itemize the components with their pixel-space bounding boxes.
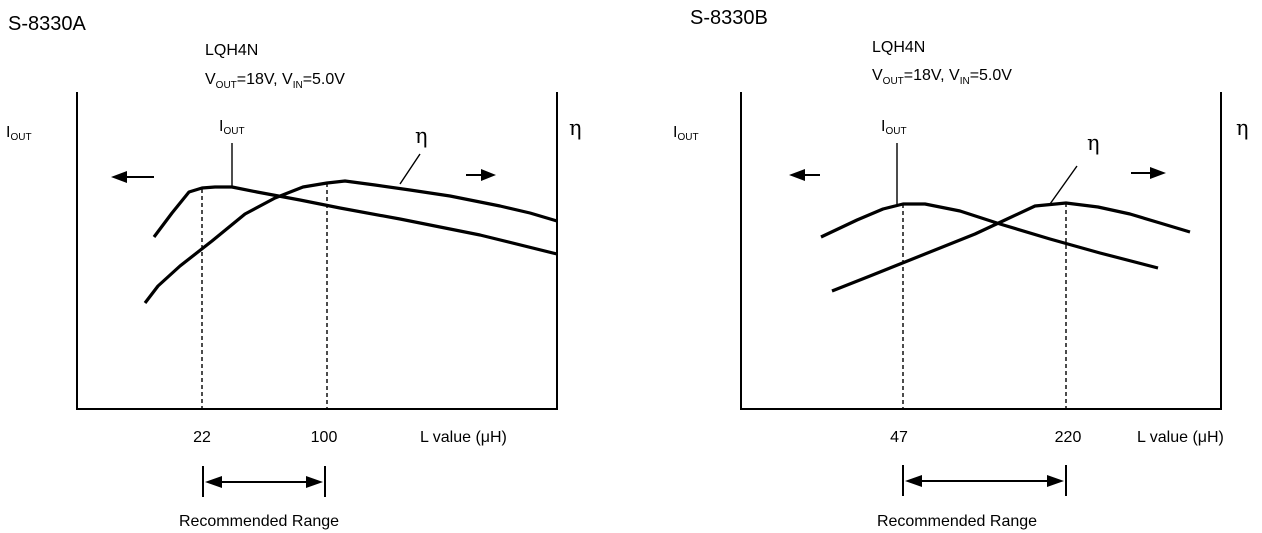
x-tick-label-220: 220 [1055,429,1082,446]
eta-curve-b [831,201,1191,293]
iout-curve-label-a: IOUT [219,118,245,137]
x-axis-label-b: L value (μH) [1137,429,1224,446]
vin-sym-a: V [282,71,293,88]
axis-frame-a [76,92,558,410]
vin-sym-b: V [949,67,960,84]
vin-sub-a: IN [293,80,303,91]
left-axis-sub-b: OUT [677,132,698,143]
left-axis-sub-a: OUT [10,132,31,143]
eta-curve-label-a: η [415,124,428,148]
left-arrow-head-a [111,171,127,183]
axis-frame-b [740,92,1222,410]
eta-curve-label-b: η [1087,131,1100,155]
range-arrow-left-head-a [205,476,222,488]
eta-curve-a [143,179,558,304]
right-axis-label-b: η [1236,116,1249,140]
iout-curve-label-sym-a: I [219,118,223,135]
vin-sub-b: IN [960,76,970,87]
range-arrow-left-head-b [905,475,922,487]
recommended-range-label-a: Recommended Range [179,513,339,530]
iout-curve-b [820,202,1159,270]
inductor-label-a: LQH4N [205,42,258,59]
range-arrow-right-head-b [1047,475,1064,487]
iout-curve-label-sym-b: I [881,118,885,135]
iout-curve-a [152,185,558,256]
range-arrow-right-head-a [306,476,323,488]
eta-leader-b [1049,165,1078,205]
x-axis-label-a: L value (μH) [420,429,507,446]
iout-curve-label-sub-a: OUT [223,126,244,137]
right-arrow-head-b [1150,167,1166,179]
x-tick-label-22: 22 [193,429,211,446]
condition-label-a: VOUT=18V, VIN=5.0V [205,71,345,91]
vout-val-a: =18V, [237,71,282,88]
vout-sym-b: V [872,67,883,84]
iout-curve-label-sub-b: OUT [885,126,906,137]
vout-sub-b: OUT [883,76,904,87]
vin-val-b: =5.0V [970,67,1013,84]
left-axis-sym-a: I [6,124,10,141]
left-axis-sym-b: I [673,124,677,141]
left-axis-label-a: IOUT [6,124,32,143]
x-tick-label-47: 47 [890,429,908,446]
x-tick-label-100: 100 [311,429,338,446]
iout-curve-label-b: IOUT [881,118,907,137]
left-arrow-head-b [789,169,805,181]
chart-title-b: S-8330B [690,7,768,29]
chart-title-a: S-8330A [8,13,86,35]
chart-panel-b: S-8330B LQH4N VOUT=18V, VIN=5.0V IOUT η … [673,7,1249,530]
right-axis-label-a: η [569,116,582,140]
vout-val-b: =18V, [904,67,949,84]
vout-sym-a: V [205,71,216,88]
condition-label-b: VOUT=18V, VIN=5.0V [872,67,1012,87]
recommended-range-label-b: Recommended Range [877,513,1037,530]
eta-leader-a [399,153,421,185]
right-arrow-head-a [481,169,496,181]
inductor-label-b: LQH4N [872,39,925,56]
left-axis-label-b: IOUT [673,124,699,143]
vin-val-a: =5.0V [303,71,346,88]
vout-sub-a: OUT [216,80,237,91]
chart-panel-a: S-8330A LQH4N VOUT=18V, VIN=5.0V IOUT η … [6,13,582,530]
